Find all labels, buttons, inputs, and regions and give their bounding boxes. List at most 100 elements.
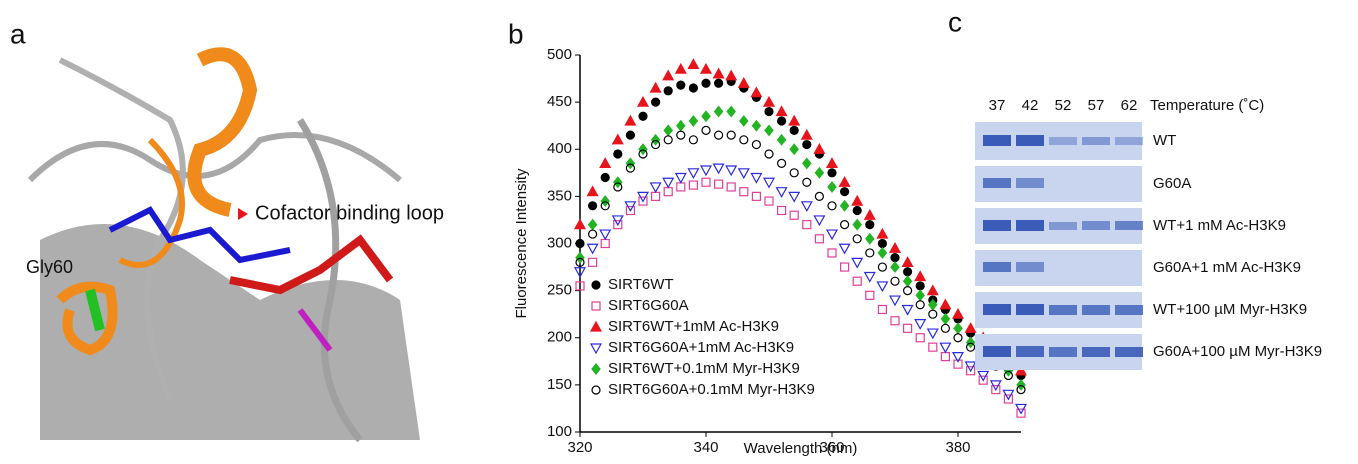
point xyxy=(901,256,914,267)
point xyxy=(901,304,914,316)
point xyxy=(964,361,977,373)
point xyxy=(600,172,610,183)
point xyxy=(625,130,636,140)
point xyxy=(688,135,699,145)
point xyxy=(688,83,699,93)
point xyxy=(888,295,902,307)
point xyxy=(725,69,738,81)
point xyxy=(750,172,763,184)
point xyxy=(764,124,774,137)
y-tick-label: 450 xyxy=(547,93,572,110)
point xyxy=(802,157,812,170)
x-tick-label: 380 xyxy=(945,439,970,456)
protein-structure: Cofactor binding loop Gly60 xyxy=(26,47,444,443)
point xyxy=(600,195,610,208)
point xyxy=(737,77,750,88)
point xyxy=(827,168,837,178)
point xyxy=(624,114,637,126)
point xyxy=(776,158,787,168)
point xyxy=(776,116,787,126)
point xyxy=(699,62,713,74)
point xyxy=(813,215,826,227)
point xyxy=(1016,408,1026,418)
point xyxy=(951,307,965,319)
point xyxy=(613,220,623,230)
point xyxy=(1003,370,1014,381)
point xyxy=(611,133,624,145)
y-tick-label: 200 xyxy=(547,329,572,346)
point xyxy=(713,78,724,88)
point xyxy=(575,238,585,249)
point xyxy=(1002,389,1015,401)
point xyxy=(613,182,623,192)
point xyxy=(789,210,799,220)
point xyxy=(914,270,927,282)
point xyxy=(676,119,686,132)
legend-marker xyxy=(591,280,601,290)
y-tick-label: 400 xyxy=(547,140,572,157)
legend-marker xyxy=(591,301,601,311)
point xyxy=(838,243,851,255)
point xyxy=(674,172,687,184)
lane-label: 57 xyxy=(1088,97,1105,114)
point xyxy=(877,262,888,272)
legend-label: SIRT6WT+0.1mM Myr-H3K9 xyxy=(608,360,800,377)
point xyxy=(613,149,623,159)
point xyxy=(751,119,762,132)
point xyxy=(939,298,952,310)
point xyxy=(827,248,837,258)
y-tick-label: 500 xyxy=(547,46,572,63)
point xyxy=(888,241,902,253)
point xyxy=(813,143,826,154)
point xyxy=(1016,378,1026,391)
point xyxy=(739,135,749,145)
point xyxy=(638,196,648,206)
x-tick-label: 360 xyxy=(819,439,844,456)
point xyxy=(951,352,965,363)
point xyxy=(1003,394,1014,404)
point xyxy=(839,262,850,272)
point xyxy=(575,281,585,291)
point xyxy=(877,246,888,259)
point xyxy=(902,267,913,277)
point xyxy=(662,177,675,189)
point xyxy=(827,201,837,211)
point xyxy=(865,248,875,258)
lane-label: 62 xyxy=(1121,97,1138,114)
point xyxy=(1014,403,1028,415)
point xyxy=(926,284,939,296)
legend-marker xyxy=(591,385,601,395)
point xyxy=(713,179,724,189)
point xyxy=(940,323,951,333)
point xyxy=(762,95,776,107)
point xyxy=(978,375,988,385)
point xyxy=(890,253,900,263)
point xyxy=(663,135,673,145)
row-label: WT+1 mM Ac-H3K9 xyxy=(1153,217,1286,234)
point xyxy=(751,191,762,201)
point xyxy=(789,125,799,135)
point xyxy=(953,359,963,369)
point xyxy=(587,201,598,211)
legend-label: SIRT6G60A xyxy=(608,297,689,314)
point xyxy=(775,105,788,117)
point xyxy=(865,220,875,230)
point xyxy=(713,130,724,140)
point xyxy=(674,62,687,74)
point xyxy=(902,286,913,296)
point xyxy=(965,336,976,349)
y-tick-label: 100 xyxy=(547,423,572,440)
point xyxy=(699,165,713,177)
point xyxy=(939,342,952,354)
point xyxy=(764,106,774,117)
point xyxy=(928,309,938,319)
point xyxy=(751,139,762,150)
panel-label: a xyxy=(10,18,26,49)
point xyxy=(814,191,825,201)
point xyxy=(625,205,636,216)
point xyxy=(649,81,662,93)
point xyxy=(827,180,837,193)
point xyxy=(650,191,661,201)
point xyxy=(587,218,598,231)
